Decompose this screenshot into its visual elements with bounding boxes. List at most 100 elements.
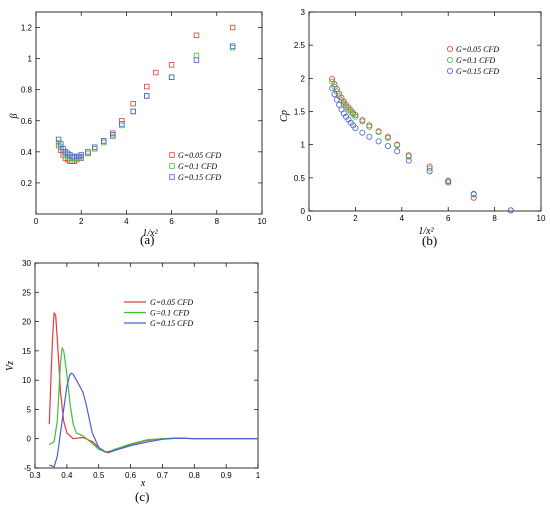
x-tick-label: 0.9 bbox=[221, 471, 233, 480]
x-tick-label: 1 bbox=[256, 471, 261, 480]
data-point bbox=[85, 150, 91, 157]
data-point bbox=[119, 122, 125, 129]
x-tick-label: 8 bbox=[492, 214, 497, 223]
data-point bbox=[352, 111, 359, 118]
data-point bbox=[384, 142, 391, 149]
y-tick-label: 5 bbox=[27, 405, 32, 414]
data-point bbox=[229, 24, 236, 31]
data-point bbox=[168, 74, 175, 80]
data-point bbox=[92, 146, 98, 152]
data-point bbox=[375, 129, 382, 136]
legend-label: G=0.05 CFD bbox=[150, 298, 193, 307]
y-tick-label: 0.8 bbox=[21, 86, 33, 95]
y-tick-label: 0 bbox=[27, 435, 32, 444]
legend-label: G=0.15 CFD bbox=[178, 173, 221, 182]
data-point bbox=[101, 138, 107, 144]
panel-label: (c) bbox=[135, 489, 149, 504]
legend-label: G=0.1 CFD bbox=[150, 309, 189, 318]
panel-label: (b) bbox=[422, 233, 437, 248]
legend-label: G=0.1 CFD bbox=[456, 56, 495, 65]
x-tick-label: 4 bbox=[400, 214, 405, 223]
data-point bbox=[507, 207, 514, 214]
data-point bbox=[359, 118, 366, 125]
y-tick-label: 3 bbox=[301, 8, 306, 17]
data-point bbox=[229, 43, 236, 49]
data-point bbox=[366, 123, 373, 130]
data-point bbox=[193, 52, 200, 59]
data-point bbox=[101, 139, 107, 146]
panel-c: 0.3 0.4 0.5 0.6 0.7 0.8 0.9 1 -5 0 5 10 15 20 25 30 x Vz (… bbox=[5, 259, 261, 504]
plot-frame bbox=[35, 11, 263, 215]
data-point bbox=[110, 132, 116, 138]
y-tick-label: 1 bbox=[301, 141, 306, 150]
legend-swatch bbox=[169, 163, 175, 169]
y-tick-label: 20 bbox=[22, 318, 31, 327]
data-point bbox=[336, 101, 343, 108]
data-point bbox=[229, 45, 236, 51]
x-tick-label: 0.6 bbox=[125, 471, 137, 480]
data-point bbox=[405, 153, 412, 160]
data-point bbox=[375, 138, 382, 145]
data-point bbox=[405, 157, 412, 164]
data-point bbox=[193, 32, 200, 39]
x-tick-label: 10 bbox=[258, 217, 267, 226]
y-axis-label: β bbox=[9, 113, 20, 119]
data-point bbox=[426, 168, 433, 175]
x-tick-label: 10 bbox=[537, 214, 546, 223]
x-tick-label: 0.7 bbox=[157, 471, 169, 480]
data-point bbox=[168, 62, 175, 68]
series-3 bbox=[55, 43, 236, 160]
data-point bbox=[110, 130, 116, 136]
series-3 bbox=[49, 372, 258, 468]
data-point bbox=[55, 136, 62, 143]
series-line bbox=[49, 372, 258, 468]
data-point bbox=[85, 149, 91, 155]
legend-swatch bbox=[169, 152, 175, 158]
legend-label: G=0.15 CFD bbox=[456, 67, 499, 76]
data-point bbox=[130, 108, 136, 115]
y-axis-label: Vz bbox=[5, 361, 16, 371]
x-tick-label: 4 bbox=[124, 217, 129, 226]
y-tick-label: 1 bbox=[28, 55, 33, 64]
data-point bbox=[359, 129, 366, 136]
series-1 bbox=[55, 24, 236, 164]
data-point bbox=[352, 113, 359, 120]
y-tick-label: 30 bbox=[22, 259, 31, 268]
y-tick-label: 0.6 bbox=[21, 117, 33, 126]
x-tick-label: 0 bbox=[307, 214, 312, 223]
data-point bbox=[144, 93, 150, 99]
data-point bbox=[168, 74, 175, 80]
series-2 bbox=[329, 78, 514, 214]
legend-swatch bbox=[169, 174, 175, 180]
data-point bbox=[333, 96, 340, 103]
x-tick-label: 8 bbox=[215, 217, 220, 226]
plot-frame bbox=[34, 262, 259, 469]
x-axis-label: 1/x² bbox=[418, 226, 434, 237]
series-1 bbox=[48, 312, 258, 454]
series-3 bbox=[329, 85, 514, 214]
panel-a: 0 2 4 6 8 10 0.2 0.4 0.6 0.8 1 1.2 1/x² β (a) G=0.05 CF… bbox=[9, 11, 267, 247]
data-point bbox=[329, 85, 336, 92]
x-tick-label: 0.3 bbox=[29, 471, 41, 480]
data-point bbox=[329, 75, 336, 82]
data-point bbox=[329, 78, 336, 85]
y-tick-label: 1.5 bbox=[294, 108, 306, 117]
y-axis-label: Cp bbox=[279, 110, 290, 122]
x-tick-label: 6 bbox=[446, 214, 451, 223]
x-tick-label: 0.5 bbox=[93, 471, 105, 480]
x-tick-label: 6 bbox=[169, 217, 174, 226]
series-2 bbox=[55, 45, 236, 161]
data-point bbox=[153, 69, 159, 76]
y-tick-label: 0.5 bbox=[294, 174, 306, 183]
data-point bbox=[144, 83, 150, 90]
y-tick-label: -5 bbox=[24, 464, 32, 473]
data-point bbox=[78, 152, 84, 158]
data-point bbox=[445, 177, 452, 184]
y-tick-label: 0 bbox=[301, 207, 306, 216]
data-point bbox=[119, 118, 125, 124]
data-point bbox=[366, 133, 373, 140]
y-tick-label: 25 bbox=[22, 288, 31, 297]
legend-swatch bbox=[446, 68, 453, 75]
y-tick-label: 15 bbox=[22, 347, 31, 356]
